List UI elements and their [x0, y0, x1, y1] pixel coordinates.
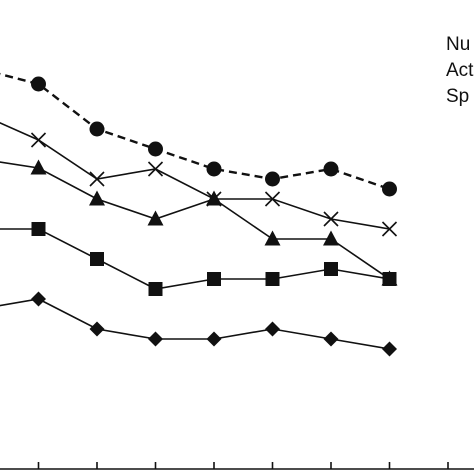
data-point-diamond	[265, 321, 280, 337]
data-point-square	[31, 222, 46, 236]
series-line	[0, 122, 390, 230]
data-point-triangle	[264, 230, 281, 246]
series-line	[0, 161, 390, 280]
legend-entry: Act	[446, 60, 474, 81]
data-point-square	[207, 272, 221, 286]
data-point-x	[89, 171, 105, 187]
series-square	[0, 222, 397, 296]
legend: Nu Act Sp	[446, 34, 474, 107]
series-line	[0, 72, 390, 191]
data-point-square	[382, 272, 397, 286]
legend-entry: Sp	[446, 86, 469, 107]
data-point-triangle	[89, 190, 105, 206]
plot-area	[0, 72, 398, 357]
data-point-circle	[265, 171, 280, 187]
series-line	[0, 228, 390, 290]
data-point-x	[147, 161, 164, 177]
data-point-triangle	[323, 230, 339, 246]
data-point-x	[264, 191, 281, 207]
data-point-circle	[31, 76, 46, 92]
data-point-circle	[323, 161, 339, 177]
data-point-diamond	[323, 331, 339, 347]
data-point-circle	[206, 161, 222, 177]
series-circle	[0, 72, 397, 197]
data-point-diamond	[148, 331, 163, 347]
data-point-x	[30, 132, 47, 148]
series-diamond	[0, 291, 397, 357]
data-point-circle	[148, 141, 163, 157]
data-point-diamond	[382, 341, 397, 357]
data-point-diamond	[206, 331, 222, 347]
data-point-square	[90, 252, 104, 266]
x-axis	[0, 462, 474, 470]
legend-entry: Nu	[446, 34, 470, 55]
data-point-diamond	[31, 291, 46, 307]
data-point-x	[323, 211, 339, 227]
data-point-x	[381, 221, 398, 237]
data-point-triangle	[30, 159, 47, 175]
data-point-triangle	[206, 190, 222, 206]
data-point-square	[148, 282, 163, 296]
data-point-square	[265, 272, 280, 286]
data-point-square	[324, 262, 338, 276]
data-point-circle	[382, 181, 397, 197]
data-point-triangle	[147, 210, 164, 226]
data-point-circle	[89, 121, 105, 137]
series-line	[0, 298, 390, 350]
data-point-diamond	[89, 321, 105, 337]
series-x	[0, 122, 398, 237]
